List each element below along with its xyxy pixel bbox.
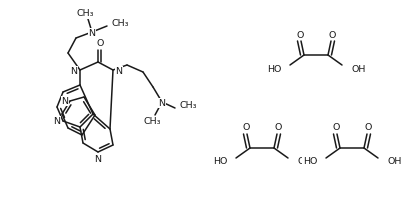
Text: N: N: [158, 98, 166, 107]
Text: N: N: [53, 116, 60, 125]
Text: OH: OH: [387, 158, 401, 167]
Text: N: N: [115, 66, 122, 75]
Text: OH: OH: [297, 158, 311, 167]
Text: HO: HO: [213, 158, 227, 167]
Text: O: O: [296, 31, 304, 40]
Text: O: O: [328, 31, 336, 40]
Text: HO: HO: [266, 65, 281, 74]
Text: CH₃: CH₃: [112, 19, 129, 28]
Text: N: N: [95, 154, 102, 163]
Text: CH₃: CH₃: [76, 9, 94, 19]
Text: O: O: [96, 40, 104, 48]
Text: N: N: [89, 28, 95, 37]
Text: CH₃: CH₃: [180, 102, 197, 111]
Text: N: N: [62, 97, 69, 106]
Text: HO: HO: [303, 158, 317, 167]
Text: O: O: [242, 124, 250, 133]
Text: CH₃: CH₃: [143, 117, 161, 126]
Text: O: O: [332, 124, 340, 133]
Text: O: O: [274, 124, 282, 133]
Text: N: N: [71, 66, 78, 75]
Text: OH: OH: [351, 65, 366, 74]
Text: O: O: [364, 124, 372, 133]
